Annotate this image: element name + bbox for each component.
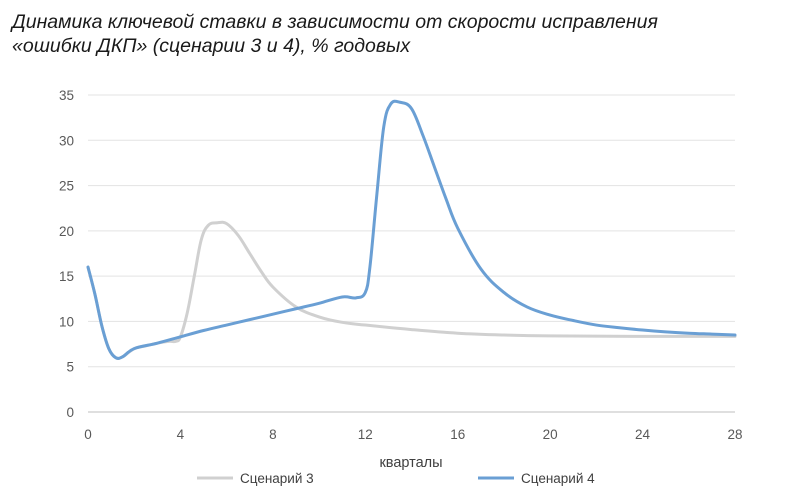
legend-label-1: Сценарий 3 [240,471,314,486]
grid-lines [88,94,735,413]
x-tick-label: 12 [358,427,373,442]
series-lines [86,99,737,360]
y-tick-label: 30 [59,133,74,148]
chart-title: Динамика ключевой ставки в зависимости о… [12,10,792,58]
x-tick-label: 20 [543,427,558,442]
y-tick-label: 5 [66,360,74,375]
y-tick-label: 25 [59,179,74,194]
y-tick-label: 0 [66,405,74,420]
y-tick-label: 35 [59,88,74,103]
legend: Сценарий 3 Сценарий 4 [197,471,595,486]
x-tick-label: 0 [84,427,92,442]
series-line-2 [86,99,737,360]
y-tick-label: 10 [59,314,74,329]
tick-labels: 0 5 10 15 20 25 30 35 0 4 8 12 16 20 24 28 [59,88,743,442]
x-tick-label: 4 [177,427,185,442]
x-tick-label: 16 [450,427,465,442]
y-tick-label: 20 [59,224,74,239]
x-tick-label: 28 [727,427,742,442]
chart-title-line-1: Динамика ключевой ставки в зависимости о… [12,11,658,33]
x-tick-label: 24 [635,427,651,442]
y-tick-label: 15 [59,269,74,284]
legend-label-2: Сценарий 4 [521,471,595,486]
x-axis-title: кварталы [379,455,442,471]
x-tick-label: 8 [269,427,277,442]
series-line-1 [86,220,737,360]
chart-title-line-2: «ошибки ДКП» (сценарии 3 и 4), % годовых [12,35,411,57]
